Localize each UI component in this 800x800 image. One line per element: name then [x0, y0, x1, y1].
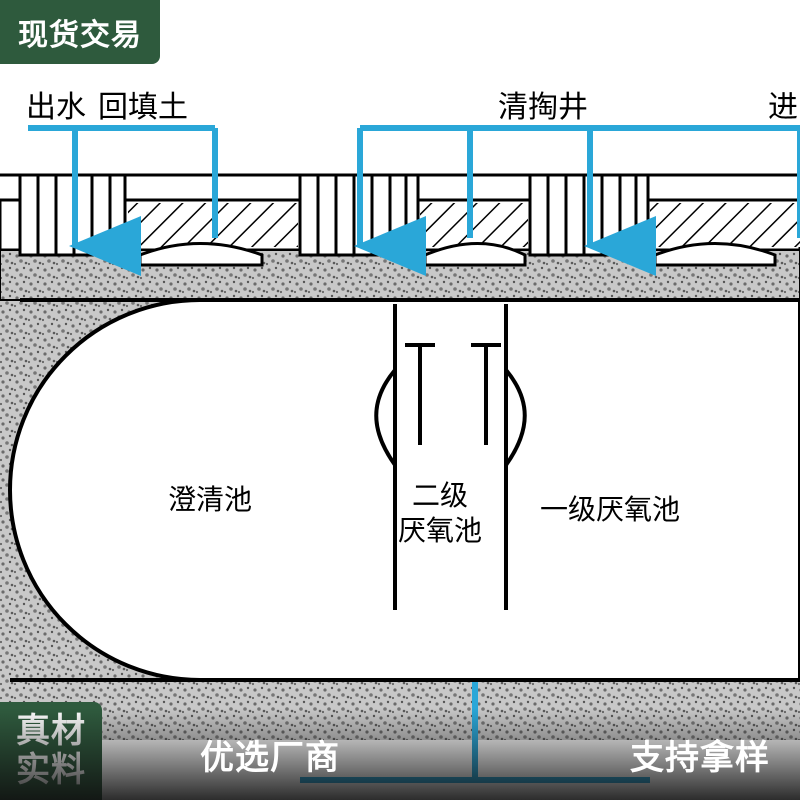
label-outlet: 出水: [26, 82, 86, 126]
label-secondary: 二级 厌氧池: [398, 478, 482, 548]
ribbon-right: 支持拿样: [630, 730, 770, 779]
label-cleanout: 清掏井: [498, 82, 588, 126]
label-inlet: 进: [768, 82, 798, 126]
label-secondary-line2: 厌氧池: [398, 515, 482, 546]
badge-stock-trade: 现货交易: [0, 0, 160, 64]
label-clarifier: 澄清池: [168, 478, 252, 518]
label-backfill: 回填土: [98, 82, 188, 126]
label-secondary-line1: 二级: [412, 480, 468, 511]
canvas: 出水 回填土 清掏井 进 澄清池 二级 厌氧池 一级厌氧池 现货交易 真材 实料…: [0, 0, 800, 800]
badge-real-material: 真材 实料: [0, 702, 102, 800]
ribbon-left: 优选厂商: [200, 730, 340, 779]
label-primary: 一级厌氧池: [540, 488, 680, 528]
